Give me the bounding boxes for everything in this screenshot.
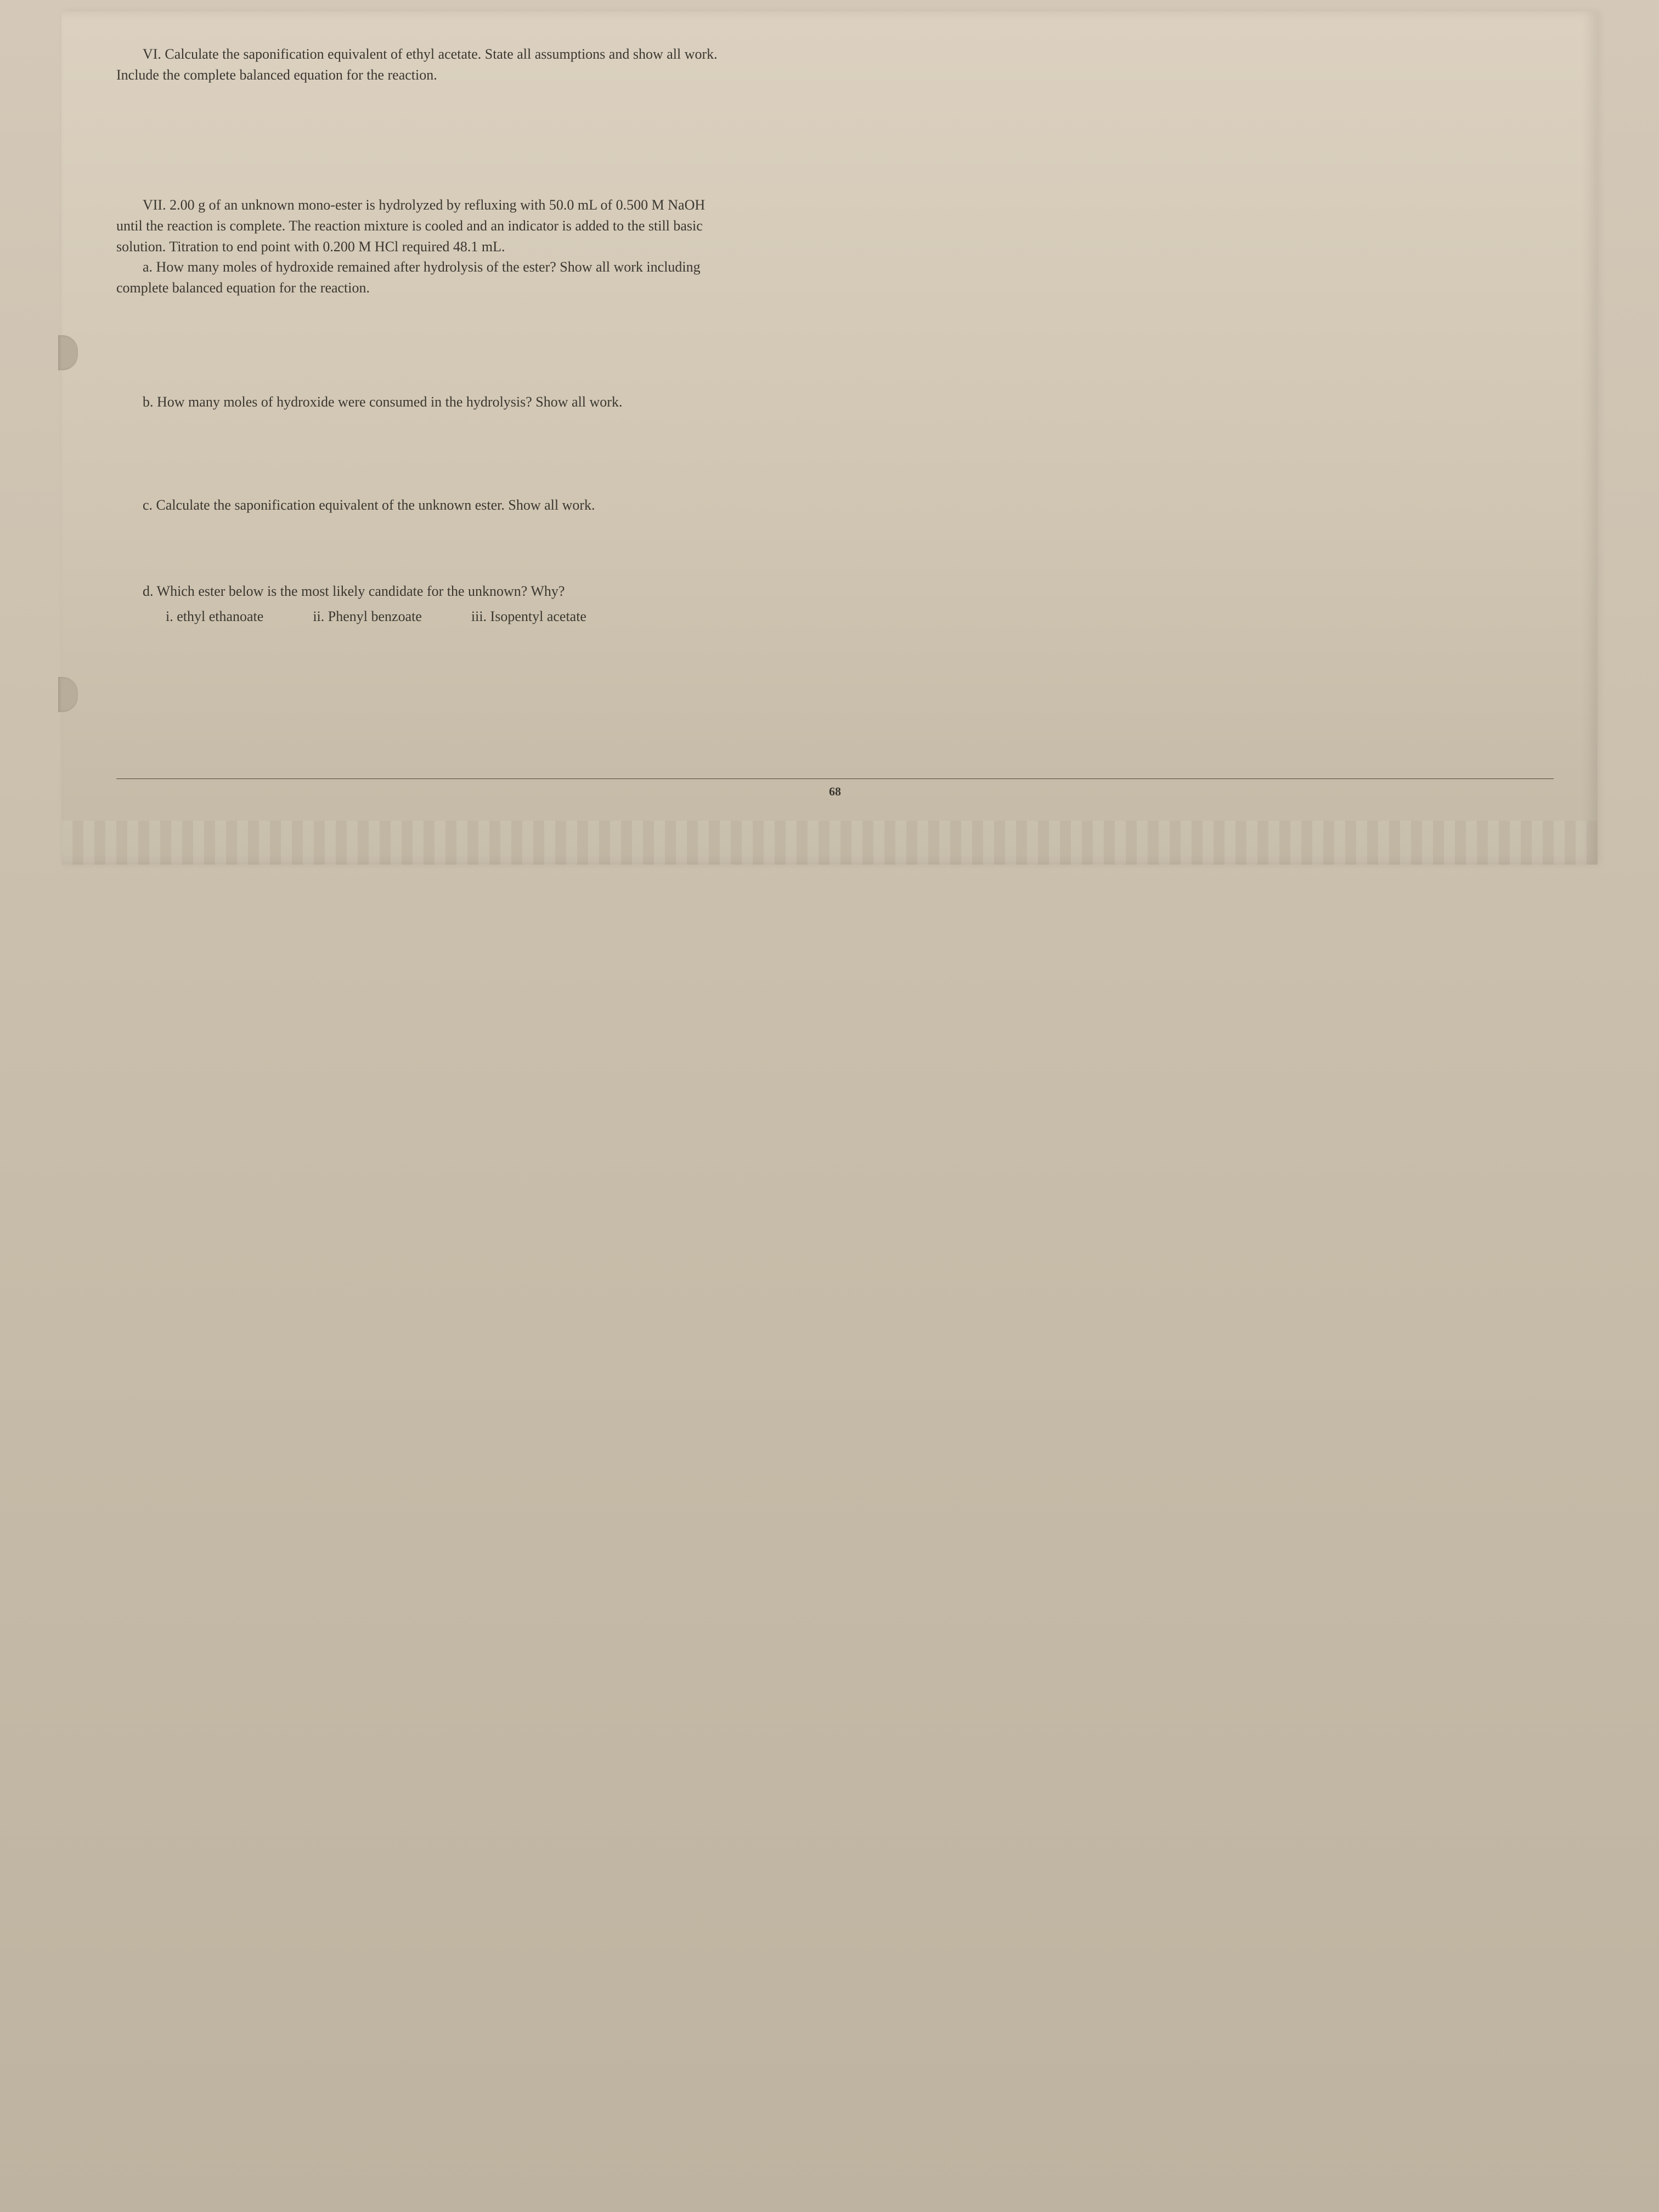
option-iii: iii. Isopentyl acetate — [471, 608, 586, 625]
worksheet-page: VI. Calculate the saponification equival… — [61, 11, 1598, 865]
question-vii-intro-1: VII. 2.00 g of an unknown mono-ester is … — [116, 195, 1554, 216]
question-vii-a-1: a. How many moles of hydroxide remained … — [116, 257, 1554, 278]
hole-punch-icon — [58, 335, 78, 370]
question-vii-options: i. ethyl ethanoate ii. Phenyl benzoate i… — [166, 608, 1554, 625]
page-bottom-texture — [61, 821, 1598, 865]
page-footer: 68 — [116, 778, 1554, 799]
question-vi-line1: VI. Calculate the saponification equival… — [116, 44, 1554, 65]
page-number: 68 — [829, 785, 841, 798]
option-ii: ii. Phenyl benzoate — [313, 608, 422, 625]
option-i: i. ethyl ethanoate — [166, 608, 263, 625]
question-vii-d: d. Which ester below is the most likely … — [116, 581, 1554, 602]
question-vii-intro-2: until the reaction is complete. The reac… — [116, 216, 1554, 236]
question-vii-intro-3: solution. Titration to end point with 0.… — [116, 236, 1554, 257]
question-vii-c: c. Calculate the saponification equivale… — [116, 495, 1554, 516]
question-vii: VII. 2.00 g of an unknown mono-ester is … — [116, 195, 1554, 625]
question-vii-b: b. How many moles of hydroxide were cons… — [116, 392, 1554, 413]
question-vi: VI. Calculate the saponification equival… — [116, 44, 1554, 85]
question-vii-a-2: complete balanced equation for the react… — [116, 278, 1554, 298]
hole-punch-icon — [58, 677, 78, 712]
question-vi-line2: Include the complete balanced equation f… — [116, 65, 1554, 86]
